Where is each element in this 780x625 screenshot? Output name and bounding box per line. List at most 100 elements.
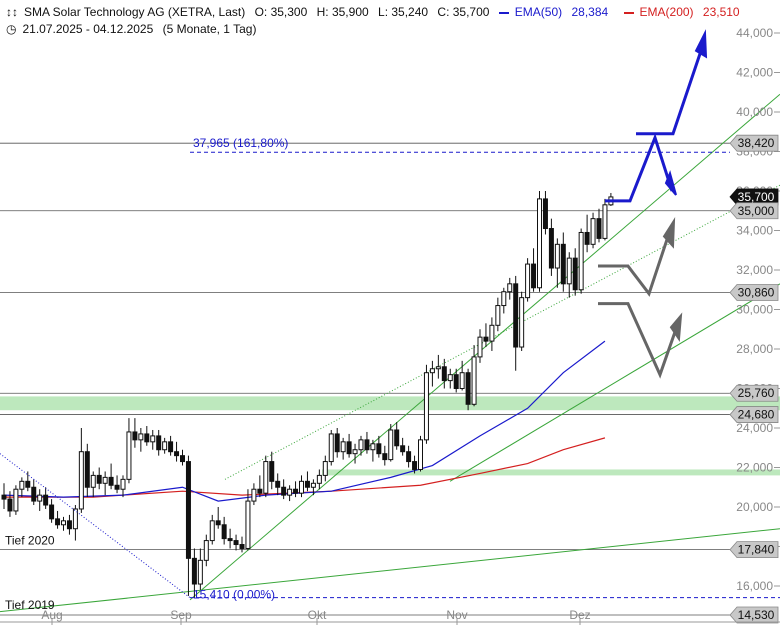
trendline-long-term [0,528,780,613]
x-axis: Aug Sep Okt Nov Dez [0,608,780,625]
candle-down [453,374,459,389]
arrowhead-gray-lower [669,312,683,343]
candle-down [293,488,299,494]
candle-up [537,198,542,289]
candle-up [447,374,453,382]
candle-down [376,443,382,455]
candle-up [322,461,328,476]
ema200-legend: EMA(200) 23,510 [623,5,746,19]
candle-up [501,291,507,307]
y-tick-label: 30,000 [736,303,773,317]
projection-blue-up-path [636,44,705,136]
candle-up [554,243,560,269]
price-tag-label: 17,840 [738,543,775,557]
candle-down [96,474,102,484]
candle-down [7,498,13,512]
candle-up [507,283,513,293]
candle-down [412,461,418,470]
candle-down [334,433,340,453]
candle-up [61,520,66,526]
y-tick-label: 22,000 [736,461,773,475]
candle-down [281,486,287,496]
candle-down [233,540,239,546]
candle-down [239,544,245,549]
high-value: H: 35,900 [316,5,369,19]
period: (5 Monate, 1 Tag) [162,22,257,36]
candle-up [358,439,364,451]
price-tag-label: 38,420 [738,136,775,150]
x-tick-label: Nov [446,608,467,622]
candle-up [78,451,84,510]
price-tag [729,541,779,559]
y-axis: 16,00018,00020,00022,00024,00026,00028,0… [736,26,780,593]
candle-down [483,336,489,342]
open-value: O: 35,300 [254,5,308,19]
candle-up [150,435,156,443]
candle-up [340,441,346,453]
support-zones [0,396,780,476]
candle-up [72,508,78,530]
price-tag [729,202,779,220]
candle-up [435,366,441,370]
price-tag-label: 35,700 [738,190,775,204]
candle-up [287,488,293,496]
candle-down [400,445,406,453]
candle-up [120,478,126,490]
ema50-swatch [498,11,509,14]
candle-down [560,243,566,285]
candle-down [168,441,174,453]
price-tag [729,384,779,402]
candle-up [299,480,304,494]
price-tag [729,284,779,301]
arrowhead-blue-up [694,29,708,59]
candle-down [84,451,90,488]
fibonacci-labels: 37,965 (161,80%) 15,410 (0,00%) [0,136,780,602]
candle-up [590,218,596,245]
candle-down [346,441,352,455]
candle-down [221,524,227,540]
candle-down [441,366,447,382]
ema200-swatch [623,11,634,14]
price-tag [729,406,779,423]
annotation-tief-2020: Tief 2020 [5,534,55,548]
price-tag-label: 25,760 [738,386,775,400]
close-value: C: 35,700 [437,5,490,19]
candlesticks [1,191,614,598]
candle-up [90,474,96,488]
y-tick-label: 40,000 [736,105,773,119]
x-tick-label: Okt [308,608,327,622]
projection-blue-path [605,133,674,203]
candle-down [31,486,37,502]
candle-up [328,433,334,463]
candle-up [489,324,495,342]
candle-down [43,494,49,506]
candle-down [55,518,61,526]
ema50-legend: EMA(50) 28,384 [498,5,614,19]
candle-down [144,433,150,443]
candle-up [263,461,269,494]
candle-up [525,263,531,299]
trendline-medium [449,283,780,482]
candle-up [519,297,525,348]
low-value: L: 35,240 [378,5,429,19]
support-zone [322,469,780,476]
candle-down [513,283,519,348]
projection-arrows [598,29,708,379]
y-tick-label: 24,000 [736,421,773,435]
candle-down [25,480,31,488]
candle-down [275,480,281,488]
price-tag [729,134,779,152]
chart-header-row-2: ◷ 21.07.2025 - 04.12.2025 (5 Monate, 1 Ta… [6,22,262,36]
candle-down [596,218,602,239]
candle-up [429,368,435,374]
candle-up [138,433,144,441]
y-tick-label: 28,000 [736,342,773,356]
ema50-value: 28,384 [571,5,609,19]
y-tick-label: 34,000 [736,224,773,238]
projection-gray-upper [598,230,672,297]
candle-down [531,263,537,289]
support-zone [0,396,780,411]
candle-up [245,500,251,549]
